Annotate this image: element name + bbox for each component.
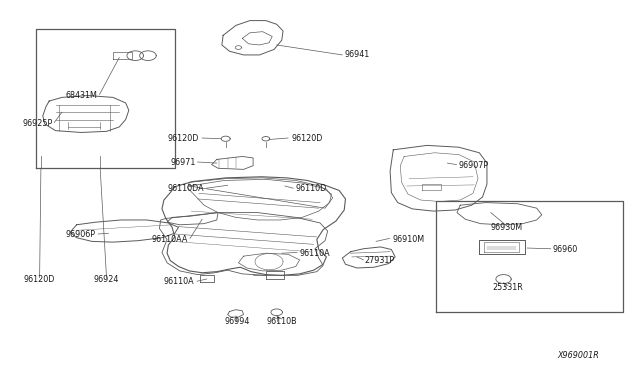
Text: 96110DA: 96110DA bbox=[168, 185, 204, 193]
Text: 96930M: 96930M bbox=[491, 223, 523, 232]
Text: 96924: 96924 bbox=[94, 275, 119, 283]
Text: 96110D: 96110D bbox=[296, 185, 327, 193]
Text: 96110A: 96110A bbox=[300, 249, 330, 258]
Text: 96960: 96960 bbox=[552, 245, 578, 254]
Text: 96120D: 96120D bbox=[24, 275, 55, 283]
Text: 96925P: 96925P bbox=[22, 119, 52, 128]
Text: 25331R: 25331R bbox=[493, 283, 524, 292]
Text: 96110B: 96110B bbox=[266, 317, 297, 326]
Text: 96110A: 96110A bbox=[164, 278, 195, 286]
Text: 96906P: 96906P bbox=[66, 230, 96, 239]
Text: 96941: 96941 bbox=[344, 51, 369, 60]
Text: 96120D: 96120D bbox=[168, 134, 199, 143]
Text: 96120D: 96120D bbox=[291, 134, 323, 143]
Text: 96994: 96994 bbox=[225, 317, 250, 326]
Text: 27931P: 27931P bbox=[365, 256, 395, 265]
Text: 96910M: 96910M bbox=[392, 235, 424, 244]
Text: 96907P: 96907P bbox=[459, 161, 489, 170]
Text: 96971: 96971 bbox=[170, 158, 196, 167]
Text: 96110AA: 96110AA bbox=[151, 235, 188, 244]
Text: 68431M: 68431M bbox=[65, 91, 97, 100]
Text: X969001R: X969001R bbox=[557, 350, 599, 360]
